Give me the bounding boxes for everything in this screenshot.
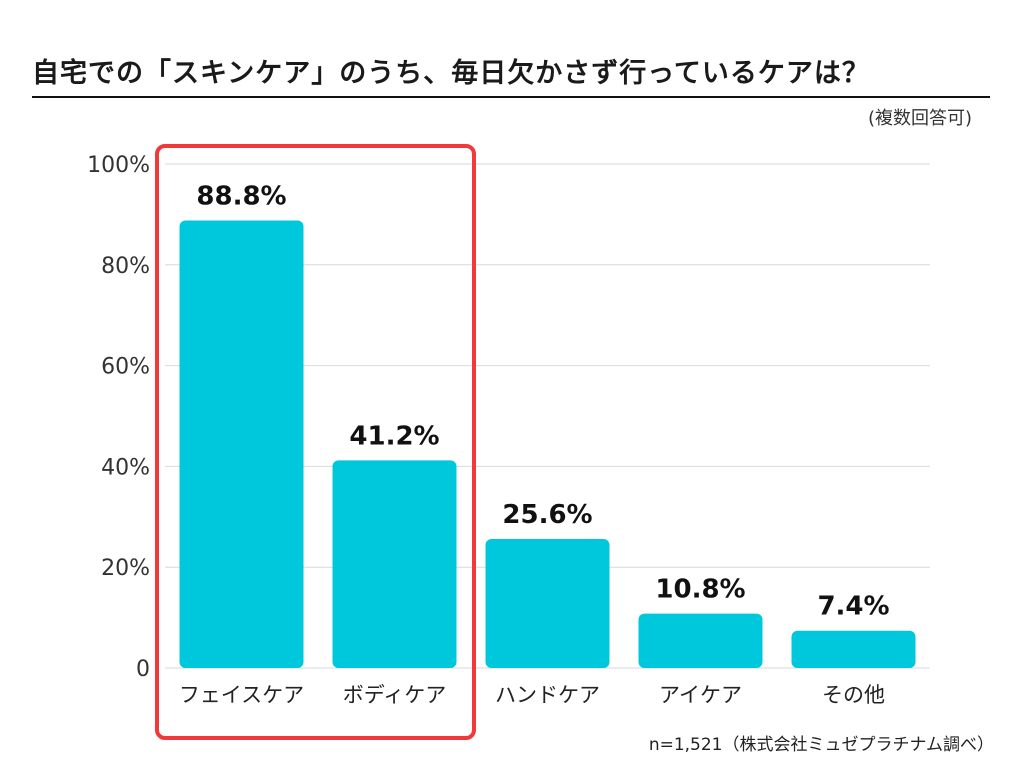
bar-value-label: 41.2% [349,421,439,451]
bar [179,220,304,668]
x-category-label: アイケア [659,683,742,707]
x-category-label: その他 [822,683,885,707]
chart-footnote: n=1,521（株式会社ミュゼプラチナム調べ） [648,735,994,755]
y-tick-label: 80% [101,254,150,279]
x-category-label: フェイスケア [179,683,304,707]
bar [638,613,763,668]
y-tick-label: 20% [101,556,150,581]
y-tick-label: 40% [101,455,150,480]
bar [332,460,457,668]
y-tick-label: 60% [101,355,150,380]
bar-value-label: 88.8% [196,181,286,211]
x-category-label: ハンドケア [495,683,600,707]
bar-value-label: 7.4% [817,592,889,622]
bar-value-label: 25.6% [502,500,592,530]
chart-subtitle: (複数回答可) [867,108,972,129]
x-category-label: ボディケア [343,683,447,707]
bar [791,630,916,668]
y-tick-label: 100% [87,153,150,178]
bar [485,538,610,668]
highlight-box [155,144,476,740]
y-tick-label: 0 [136,657,150,682]
bar-value-label: 10.8% [655,575,745,605]
chart-title: 自宅での「スキンケア」のうち、毎日欠かさず行っているケアは？ [32,56,990,98]
